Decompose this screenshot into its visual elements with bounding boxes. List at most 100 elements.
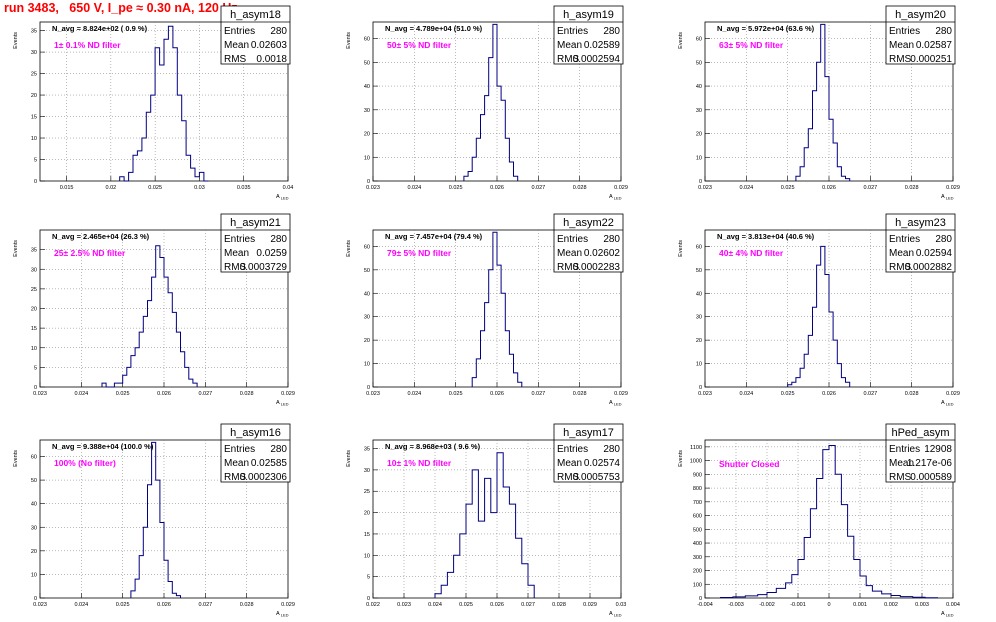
y-tick-label: 30 [696,108,702,114]
stat-label: Mean [889,248,914,259]
histogram-bin [460,534,466,598]
stat-label: Entries [224,26,255,37]
histogram-line [720,445,938,599]
histogram-bin [142,138,146,181]
histogram-title: h_asym23 [895,217,946,229]
histogram-bin [135,348,139,387]
histogram-bin [497,453,503,598]
y-tick-label: 30 [31,267,37,273]
histogram-panel-hPed_asym: 0 100 200 300 400 500 600 700 800 900 1000 1100 -0.0… [678,423,960,618]
histogram-line [434,452,535,598]
stat-value: 0.0002306 [240,472,288,483]
histogram-bin [509,504,515,598]
histogram-bin [182,121,186,181]
stat-value: 0.0259 [256,248,287,259]
stat-label: RMS [224,472,247,483]
histogram-bin [860,576,866,598]
x-tick-label: 0.026 [157,391,171,397]
histogram-bin [135,579,139,598]
stats-box [885,5,956,65]
x-tick-label: 0.027 [521,602,535,608]
histogram-title: hPed_asym [891,427,949,439]
histogram-title: h_asym22 [563,217,614,229]
y-tick-label: 30 [364,108,370,114]
y-tick-label: 30 [364,315,370,321]
histogram-bin [829,312,833,387]
x-tick-label: 0.026 [822,391,836,397]
x-tick-label: 0.028 [552,602,566,608]
stat-value: 0.0018 [256,54,287,65]
x-tick-label: 0.025 [116,391,130,397]
histogram-panel-h_asym19: 0 10 20 30 40 50 60 0.023 0.024 0.025 0.026 0.027 0.… [346,5,628,201]
histogram-bin [485,303,489,387]
histogram-bin [800,167,804,181]
x-tick-label: -0.003 [728,602,744,608]
histogram-bin [466,504,472,598]
stat-label: Entries [889,444,920,455]
stat-label: RMS [889,262,912,273]
filter-note: 79± 5% ND filter [387,248,452,258]
histogram-bin [721,597,733,598]
histogram-bin [472,470,478,598]
stat-label: RMS [889,472,912,483]
histogram-bin [913,597,925,598]
stat-value: 280 [270,234,287,245]
histogram-panel-h_asym22: 0 10 20 30 40 50 60 0.023 0.024 0.025 0.026 0.027 0.… [346,213,628,407]
histogram-bin [147,485,151,598]
y-tick-label: 10 [696,155,702,161]
y-tick-label: 10 [364,155,370,161]
histogram-bin [804,354,808,387]
histogram-bin [435,594,441,598]
histogram-bin [168,581,172,598]
stat-label: RMS [224,262,247,273]
y-tick-label: 10 [31,346,37,352]
x-axis-label: A LED [941,611,954,618]
histogram-bin [792,575,798,598]
y-tick-label: 0 [34,179,37,185]
stats-box [553,423,624,483]
x-tick-label: 0.001 [853,602,867,608]
histogram-bin [139,556,143,598]
histogram-bin [854,560,860,598]
histogram-bin [497,265,501,387]
y-tick-label: 25 [364,489,370,495]
histogram-bin [173,48,177,181]
stats-box [220,423,291,483]
stat-value: 280 [603,234,620,245]
histogram-bin [478,521,484,598]
y-tick-label: 700 [693,500,702,506]
y-tick-label: 1000 [690,459,702,465]
y-tick-label: 50 [31,478,37,484]
histogram-title: h_asym16 [230,427,281,439]
y-tick-label: 20 [364,511,370,517]
histogram-bin [485,96,489,181]
histogram-bin [812,91,816,181]
stat-label: Entries [224,234,255,245]
stat-value: 0.02589 [584,40,621,51]
x-tick-label: 0.024 [428,602,442,608]
y-tick-label: 25 [31,287,37,293]
stat-value: 1.217e-06 [907,458,952,469]
histogram-bin [133,155,137,181]
x-tick-label: 0.02 [105,185,116,191]
histogram-bin [172,593,176,598]
histogram-bin [191,168,195,181]
histogram-bin [485,478,491,598]
histogram-title: h_asym21 [230,217,281,229]
histogram-bin [505,331,509,387]
y-tick-label: 30 [696,315,702,321]
histogram-bin [872,591,881,598]
x-tick-label: 0.025 [459,602,473,608]
y-tick-label: 40 [364,84,370,90]
stat-label: Entries [889,26,920,37]
histogram-bin [152,442,156,598]
stats-box [220,213,291,273]
histogram-bin [464,176,468,181]
y-tick-label: 10 [31,136,37,142]
y-tick-label: 50 [364,268,370,274]
histogram-bin [493,232,497,387]
x-tick-label: 0.028 [905,391,919,397]
y-tick-label: 100 [693,582,702,588]
histogram-bin [199,172,203,181]
histogram-title: h_asym18 [230,9,281,21]
